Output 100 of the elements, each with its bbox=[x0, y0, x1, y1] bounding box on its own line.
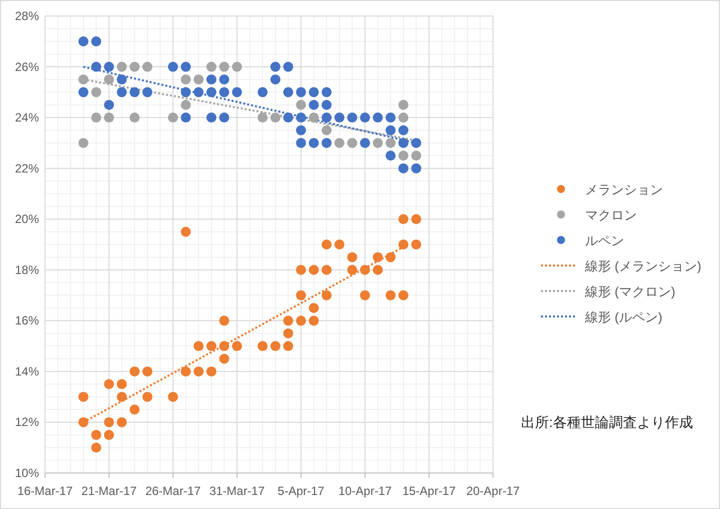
point bbox=[398, 112, 408, 123]
point bbox=[372, 138, 383, 148]
point bbox=[398, 290, 408, 300]
point bbox=[347, 112, 358, 123]
point bbox=[398, 138, 408, 148]
point bbox=[411, 138, 422, 148]
point bbox=[206, 74, 216, 84]
point bbox=[322, 264, 332, 275]
point bbox=[398, 150, 408, 161]
y-tick-label: 10% bbox=[14, 466, 40, 480]
point bbox=[398, 163, 408, 174]
point bbox=[116, 417, 127, 428]
point bbox=[104, 62, 114, 72]
point bbox=[372, 264, 383, 275]
point bbox=[296, 125, 306, 136]
y-tick-label: 28% bbox=[14, 9, 40, 23]
point bbox=[258, 87, 268, 98]
point bbox=[334, 138, 344, 148]
point bbox=[219, 87, 230, 98]
point bbox=[322, 138, 332, 148]
point bbox=[386, 150, 396, 161]
y-tick-label: 14% bbox=[14, 364, 40, 378]
y-tick-label: 20% bbox=[14, 212, 40, 226]
point bbox=[322, 112, 332, 123]
point bbox=[180, 100, 191, 110]
point bbox=[142, 62, 152, 72]
point bbox=[360, 138, 370, 148]
point bbox=[232, 62, 242, 72]
point bbox=[91, 36, 102, 46]
point bbox=[283, 316, 294, 326]
point bbox=[104, 74, 114, 84]
point bbox=[180, 112, 191, 123]
point bbox=[219, 62, 230, 72]
point bbox=[334, 112, 344, 123]
x-tick-label: 16-Mar-17 bbox=[17, 484, 73, 498]
point bbox=[386, 252, 396, 262]
point bbox=[104, 100, 114, 110]
point bbox=[206, 112, 216, 123]
point bbox=[116, 62, 127, 72]
x-tick-label: 10-Apr-17 bbox=[338, 484, 392, 498]
point bbox=[270, 112, 280, 123]
point bbox=[180, 226, 191, 237]
point bbox=[130, 112, 140, 123]
point bbox=[206, 62, 216, 72]
point bbox=[219, 316, 230, 326]
point bbox=[411, 163, 422, 174]
point bbox=[308, 87, 319, 98]
point bbox=[322, 125, 332, 136]
point bbox=[322, 240, 332, 250]
point bbox=[194, 341, 204, 352]
y-tick-label: 22% bbox=[14, 161, 40, 176]
point bbox=[194, 366, 204, 376]
point bbox=[308, 138, 319, 148]
point bbox=[194, 74, 204, 84]
point bbox=[360, 112, 370, 123]
point bbox=[398, 100, 408, 110]
point bbox=[386, 112, 396, 123]
point bbox=[78, 417, 88, 428]
point bbox=[347, 264, 358, 275]
x-tick-label: 26-Mar-17 bbox=[145, 484, 201, 498]
point bbox=[116, 392, 127, 402]
point bbox=[78, 87, 88, 98]
point bbox=[296, 264, 306, 275]
point bbox=[104, 430, 114, 440]
point bbox=[194, 87, 204, 98]
legend-label: ルペン bbox=[585, 233, 624, 248]
point bbox=[322, 87, 332, 98]
point bbox=[386, 125, 396, 136]
point bbox=[168, 392, 178, 402]
legend-label: 線形 (ルペン) bbox=[584, 310, 662, 324]
x-tick-label: 31-Mar-17 bbox=[209, 484, 265, 498]
point bbox=[219, 341, 230, 352]
point bbox=[180, 62, 191, 72]
point bbox=[232, 341, 242, 352]
point bbox=[116, 87, 127, 98]
point bbox=[206, 341, 216, 352]
point bbox=[130, 62, 140, 72]
point bbox=[398, 214, 408, 224]
point bbox=[283, 112, 294, 123]
point bbox=[411, 150, 422, 161]
point bbox=[283, 87, 294, 98]
point bbox=[334, 240, 344, 250]
x-tick-label: 15-Apr-17 bbox=[402, 484, 456, 498]
y-tick-label: 12% bbox=[14, 415, 40, 430]
point bbox=[296, 100, 306, 110]
point bbox=[91, 87, 102, 98]
point bbox=[104, 379, 114, 390]
point bbox=[308, 112, 319, 123]
point bbox=[168, 112, 178, 123]
point bbox=[104, 112, 114, 123]
x-tick-label: 21-Mar-17 bbox=[81, 484, 137, 498]
point bbox=[296, 290, 306, 300]
point bbox=[296, 112, 306, 123]
y-tick-label: 24% bbox=[14, 110, 40, 125]
legend-label: メランション bbox=[585, 182, 663, 197]
point bbox=[142, 392, 152, 402]
point bbox=[180, 87, 191, 98]
point bbox=[308, 302, 319, 313]
point bbox=[130, 404, 140, 415]
point bbox=[78, 36, 88, 46]
